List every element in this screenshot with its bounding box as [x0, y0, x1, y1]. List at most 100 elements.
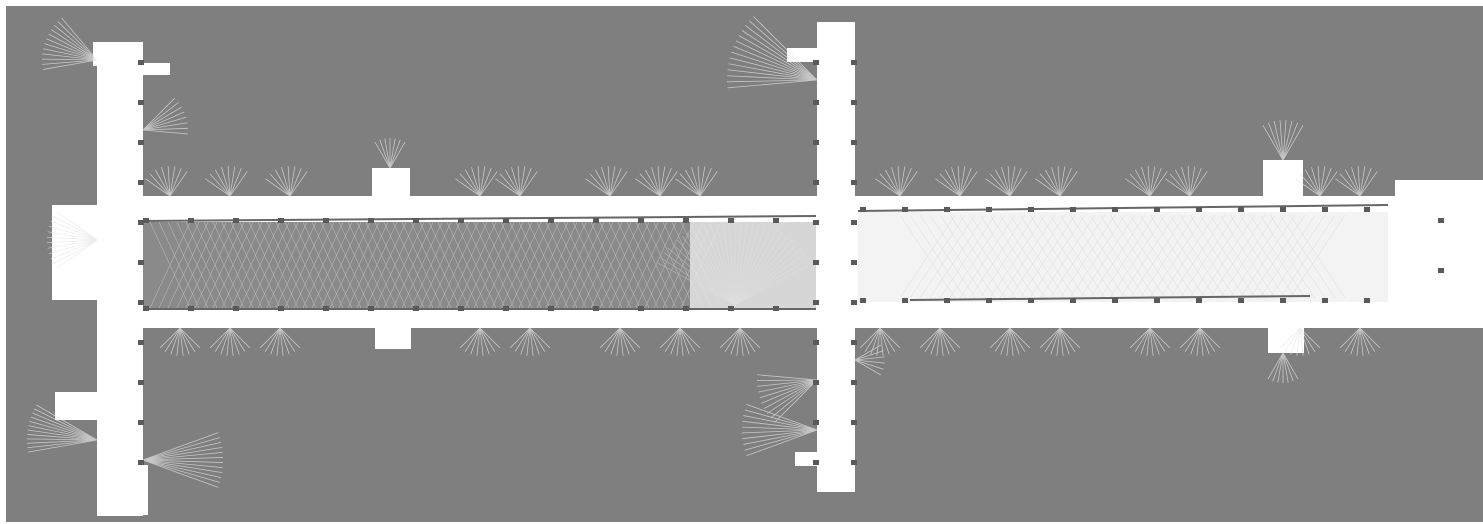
east-hall-ray: [1009, 214, 1066, 299]
scan-fan-ray: [1282, 120, 1293, 161]
pillar-obstacle: [1238, 298, 1244, 303]
scan-fan-ray: [529, 327, 551, 349]
scan-fan-ray: [46, 38, 98, 61]
scan-fan-ray: [879, 327, 896, 352]
scan-fan-ray: [864, 327, 881, 352]
pillar-obstacle: [138, 180, 144, 185]
scan-fan-ray: [679, 173, 701, 197]
west-hall-ray: [410, 221, 452, 309]
east-hall-ray: [1229, 214, 1286, 299]
pillar-obstacle: [638, 306, 644, 311]
scan-fan-ray: [529, 327, 546, 352]
scan-fan-ray: [42, 59, 98, 65]
scan-fan-ray: [289, 166, 296, 197]
west-hall-ray: [482, 221, 524, 309]
scan-fan-ray: [142, 441, 222, 461]
scan-fan-ray: [504, 169, 521, 197]
west-left-bulge: [52, 205, 100, 300]
scan-fan-ray: [161, 167, 171, 197]
east-hall-ray: [1069, 214, 1126, 299]
pillar-obstacle: [851, 220, 857, 225]
scan-fan-ray: [471, 167, 481, 197]
pillar-obstacle: [138, 420, 144, 425]
scan-fan-ray: [757, 374, 818, 381]
pillar-obstacle: [773, 218, 779, 223]
scan-fan-ray: [742, 429, 818, 440]
scan-fan-ray: [939, 173, 961, 197]
scan-fan-ray: [1051, 167, 1061, 197]
pillar-obstacle: [638, 218, 644, 223]
scan-fan-ray: [1149, 327, 1166, 352]
scan-fan-ray: [517, 166, 521, 197]
scan-fan-ray: [675, 178, 701, 197]
scan-fan-ray: [142, 457, 223, 461]
scan-fan-ray: [1279, 120, 1284, 161]
scan-fan-ray: [1267, 352, 1284, 380]
west-hall-ray: [284, 221, 326, 309]
east-hall-ray: [979, 214, 1036, 299]
scan-fan-ray: [959, 166, 966, 197]
west-hall-ray: [248, 221, 290, 309]
scan-fan-ray: [42, 53, 98, 61]
west-hall-ray: [239, 221, 281, 309]
west-hall-ray: [554, 221, 596, 309]
pillar-obstacle: [813, 420, 819, 425]
west-lower-annex: [103, 465, 148, 515]
pillar-obstacle: [986, 298, 992, 303]
scan-fan-ray: [644, 169, 661, 197]
scan-fan-ray: [989, 173, 1011, 197]
west-hall-ray: [293, 221, 335, 309]
east-hall-ray: [989, 214, 1046, 299]
pillar-obstacle: [1070, 298, 1076, 303]
scan-fan-ray: [479, 327, 496, 352]
scan-fan-ray: [699, 166, 706, 197]
pillar-obstacle: [1364, 298, 1370, 303]
scan-fan-ray: [939, 327, 944, 356]
east-hall-ray: [1179, 214, 1236, 299]
scan-fan-ray: [1181, 167, 1191, 197]
scan-fan-ray: [899, 168, 912, 197]
pillar-obstacle: [813, 380, 819, 385]
pillar-obstacle: [813, 340, 819, 345]
west-hall-ray: [212, 221, 254, 309]
east-hall-ray: [1039, 214, 1096, 299]
scan-fan-ray: [179, 327, 201, 349]
scan-fan-ray: [1199, 327, 1221, 349]
pillar-obstacle: [851, 460, 857, 465]
scan-fan-ray: [1184, 327, 1201, 352]
east-hall-ray: [1139, 214, 1196, 299]
east-hall-ray: [1059, 214, 1116, 299]
east-hall-ray: [1099, 214, 1156, 299]
scan-fan-ray: [1357, 166, 1361, 197]
pillar-obstacle: [813, 60, 819, 65]
scan-fan-ray: [1304, 169, 1321, 197]
scan-fan-ray: [389, 139, 401, 169]
west-hall-ray: [518, 221, 560, 309]
scan-fan-ray: [42, 58, 98, 61]
scan-fan-ray: [47, 236, 98, 241]
pillar-obstacle: [1028, 298, 1034, 303]
scan-fan-ray: [287, 166, 291, 197]
scan-fan-ray: [684, 169, 701, 197]
scan-fan-ray: [264, 327, 281, 352]
scan-fan-ray: [276, 327, 281, 356]
scan-fan-ray: [42, 59, 98, 70]
scan-fan-ray: [379, 139, 391, 169]
scan-fan-ray: [619, 327, 630, 355]
scan-fan-ray: [27, 438, 98, 441]
scan-fan-ray: [959, 168, 972, 197]
west-corridor-top-cap: [93, 42, 138, 66]
scan-fan-ray: [1359, 171, 1378, 197]
scan-fan-ray: [739, 327, 756, 352]
scan-fan-ray: [1044, 169, 1061, 197]
scan-fan-ray: [1169, 173, 1191, 197]
west-hall-ray: [347, 221, 389, 309]
alcove-south-1: [375, 325, 411, 349]
scan-fan-ray: [679, 327, 684, 356]
scan-fan-ray: [1141, 167, 1151, 197]
east-hall-ray: [1219, 214, 1276, 299]
scan-fan-ray: [759, 379, 818, 399]
pillar-obstacle: [1028, 207, 1034, 212]
pillar-obstacle: [1280, 298, 1286, 303]
